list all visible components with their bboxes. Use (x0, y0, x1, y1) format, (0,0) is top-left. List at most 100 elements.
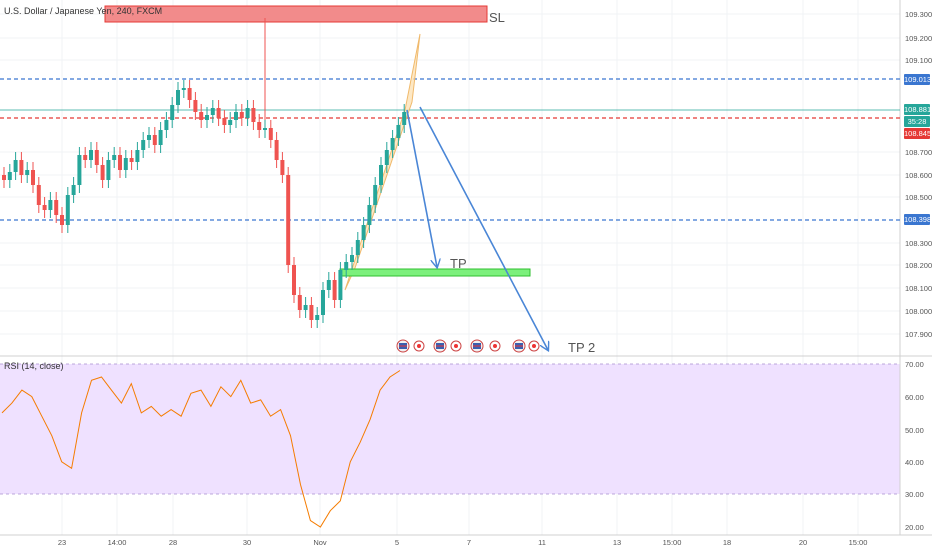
candle-body (123, 158, 128, 170)
take-profit-label: TP (450, 256, 467, 271)
candle-body (42, 205, 47, 210)
time-tick-label: 23 (58, 538, 66, 547)
candle-body (373, 185, 378, 205)
time-tick-label: 28 (169, 538, 177, 547)
event-icons[interactable] (396, 339, 540, 353)
event-dot-icon[interactable] (528, 340, 540, 352)
candle-body (2, 175, 6, 180)
price-label-support: 108.398 (904, 214, 932, 225)
event-dot-icon[interactable] (450, 340, 462, 352)
stop-loss-label: SL (489, 10, 505, 25)
time-axis[interactable]: 23 14:00 28 30 Nov 5 7 11 13 15:00 18 20 15:00 (58, 538, 868, 547)
flag-icon[interactable] (470, 339, 484, 353)
candle-body (77, 155, 82, 185)
candle-body (379, 165, 383, 185)
candle-body (129, 158, 134, 162)
tp2-arrow[interactable] (419, 106, 548, 350)
candle-body (355, 240, 360, 255)
price-tick-label: 108.500 (905, 193, 932, 202)
time-tick-label: 20 (799, 538, 807, 547)
symbol-title[interactable]: U.S. Dollar / Japanese Yen, 240, FXCM (4, 6, 163, 16)
price-tick-label: 109.100 (905, 56, 932, 65)
rsi-tick-label: 60.00 (905, 393, 924, 402)
candle-body (315, 315, 320, 320)
candle-body (239, 112, 244, 118)
candle-body (257, 122, 262, 130)
candle-body (321, 290, 325, 315)
candle-body (326, 280, 331, 290)
candle-body (216, 108, 221, 118)
candle-body (152, 135, 157, 145)
candle-body (141, 140, 146, 150)
candle-body (268, 128, 273, 140)
candle-body (187, 88, 192, 100)
candle-body (361, 225, 366, 240)
candle-body (303, 305, 308, 310)
price-tick-label: 108.300 (905, 239, 932, 248)
candle-body (100, 165, 105, 180)
time-tick-label: Nov (313, 538, 327, 547)
candlesticks (2, 18, 407, 328)
stop-loss-zone[interactable] (104, 5, 488, 23)
candle-body (297, 295, 302, 310)
flag-icon[interactable] (396, 339, 410, 353)
flag-icon[interactable] (512, 339, 526, 353)
price-label-last: 108.881 (904, 104, 932, 115)
take-profit-zone[interactable] (339, 268, 531, 277)
rsi-tick-label: 30.00 (905, 490, 924, 499)
price-tick-label: 109.200 (905, 34, 932, 43)
candle-body (60, 215, 64, 225)
candle-body (210, 108, 215, 115)
price-tick-label: 108.000 (905, 307, 932, 316)
candle-body (89, 150, 93, 160)
candle-body (36, 185, 41, 205)
price-label-current: 108.845 (904, 128, 932, 139)
candle-body (31, 170, 35, 185)
countdown-label: 35:28 (904, 116, 930, 127)
price-axis[interactable]: 109.300 109.200 109.100 108.700 108.600 108.5… (905, 10, 932, 339)
rsi-tick-label: 40.00 (905, 458, 924, 467)
time-tick-label: 13 (613, 538, 621, 547)
tp-arrow[interactable] (406, 109, 437, 267)
time-tick-label: 5 (395, 538, 399, 547)
time-tick-label: 11 (538, 538, 546, 547)
candle-body (54, 200, 59, 215)
rsi-axis[interactable]: 70.00 60.00 50.00 40.00 30.00 20.00 (905, 360, 924, 532)
time-tick-label: 18 (723, 538, 731, 547)
time-tick-label: 30 (243, 538, 251, 547)
candle-body (7, 172, 12, 180)
candle-body (65, 195, 70, 225)
candle-body (48, 200, 53, 210)
price-tick-label: 108.100 (905, 284, 932, 293)
candle-body (402, 112, 407, 125)
candle-body (25, 170, 30, 175)
candle-body (332, 280, 337, 300)
candle-body (181, 88, 186, 90)
flag-icon[interactable] (433, 339, 447, 353)
candle-body (228, 120, 233, 125)
rsi-title[interactable]: RSI (14, close) (4, 361, 64, 371)
candle-body (158, 130, 163, 145)
time-tick-label: 14:00 (108, 538, 127, 547)
candle-body (367, 205, 372, 225)
event-dot-icon[interactable] (489, 340, 501, 352)
candle-body (147, 135, 151, 140)
candle-body (13, 160, 18, 172)
time-tick-label: 15:00 (663, 538, 682, 547)
candle-body (390, 138, 395, 150)
candle-body (94, 150, 99, 165)
candle-body (199, 112, 204, 120)
candle-body (176, 90, 180, 105)
candle-body (193, 100, 198, 112)
candle-body (234, 112, 238, 120)
price-tick-label: 109.300 (905, 10, 932, 19)
candle-body (170, 105, 175, 120)
candle-body (384, 150, 389, 165)
candle-body (118, 155, 122, 170)
price-tick-label: 107.900 (905, 330, 932, 339)
rsi-tick-label: 50.00 (905, 426, 924, 435)
event-dot-icon[interactable] (413, 340, 425, 352)
price-tick-label: 108.600 (905, 171, 932, 180)
candle-body (274, 140, 279, 160)
